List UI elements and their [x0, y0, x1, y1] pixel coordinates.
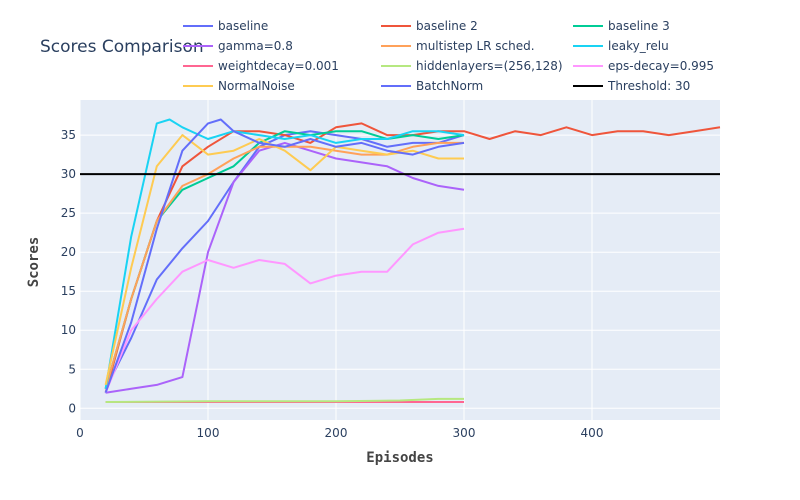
legend-label: multistep LR sched.: [416, 39, 535, 53]
series-line-batchnorm: [104, 118, 465, 394]
legend-item[interactable]: leaky_relu: [573, 39, 669, 53]
y-tick-label: 35: [61, 128, 76, 142]
legend-item[interactable]: weightdecay=0.001: [183, 59, 339, 73]
legend-item[interactable]: baseline 3: [573, 19, 670, 33]
plot-background: [80, 100, 720, 420]
legend-item[interactable]: baseline 2: [381, 19, 478, 33]
x-axis-title: Episodes: [366, 450, 433, 466]
y-tick-label: 10: [61, 323, 76, 337]
legend-label: leaky_relu: [608, 39, 669, 53]
legend-item[interactable]: hiddenlayers=(256,128): [381, 59, 563, 73]
legend-label: baseline 2: [416, 19, 478, 33]
y-tick-label: 20: [61, 245, 76, 259]
legend-label: baseline 3: [608, 19, 670, 33]
series-line-normalnoise: [104, 134, 464, 386]
x-tick-label: 0: [76, 426, 84, 440]
legend-label: baseline: [218, 19, 268, 33]
legend-label: BatchNorm: [416, 79, 483, 93]
y-tick-label: 0: [68, 401, 76, 415]
series-line-hiddenlayers-256-128: [105, 397, 464, 403]
chart-title: Scores Comparison: [40, 37, 204, 57]
series-layer: [80, 118, 721, 403]
series-line-leaky-relu: [104, 118, 465, 389]
y-tick-label: 25: [61, 206, 76, 220]
y-axis-title: Scores: [26, 237, 42, 288]
legend-item[interactable]: BatchNorm: [381, 79, 483, 93]
x-tick-label: 100: [197, 426, 220, 440]
legend-label: gamma=0.8: [218, 39, 293, 53]
legend-label: weightdecay=0.001: [218, 59, 339, 73]
legend-item[interactable]: Threshold: 30: [573, 79, 690, 93]
x-axis-ticks: 0 100 200 300 400: [76, 426, 603, 440]
legend-item[interactable]: NormalNoise: [183, 79, 295, 93]
legend-label: Threshold: 30: [607, 79, 690, 93]
legend-label: NormalNoise: [218, 79, 295, 93]
legend-item[interactable]: gamma=0.8: [183, 39, 293, 53]
legend-label: hiddenlayers=(256,128): [416, 59, 563, 73]
legend-label: eps-decay=0.995: [608, 59, 714, 73]
y-axis-ticks: 0 5 10 15 20 25 30 35: [61, 128, 76, 415]
y-tick-label: 15: [61, 284, 76, 298]
legend-item[interactable]: baseline: [183, 19, 268, 33]
legend[interactable]: baseline baseline 2 baseline 3 gamma=0.8 mul…: [183, 19, 714, 93]
y-tick-label: 30: [61, 167, 76, 181]
legend-item[interactable]: eps-decay=0.995: [573, 59, 714, 73]
series-line-eps-decay-0-995: [104, 227, 465, 394]
legend-item[interactable]: multistep LR sched.: [381, 39, 535, 53]
x-tick-label: 200: [325, 426, 348, 440]
x-tick-label: 300: [453, 426, 476, 440]
y-tick-label: 5: [68, 362, 76, 376]
x-tick-label: 400: [581, 426, 604, 440]
